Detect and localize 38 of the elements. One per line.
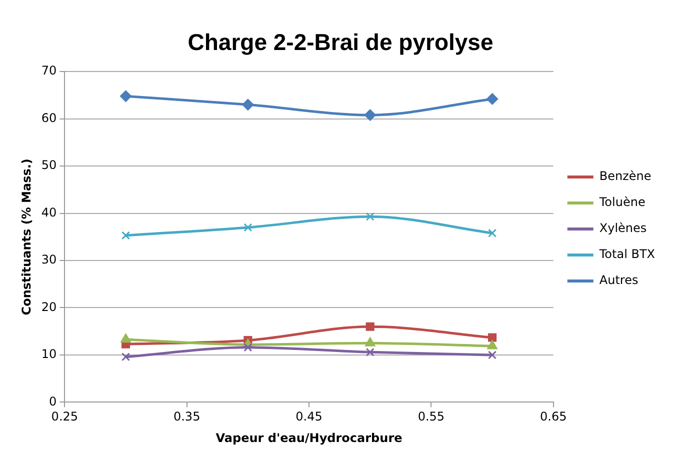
y-tick-label: 20 (41, 300, 57, 314)
y-axis-title: Constituants (% Mass.) (19, 158, 34, 316)
point (486, 93, 498, 105)
point (244, 343, 252, 352)
point (364, 109, 376, 121)
x-tick-label: 0.45 (296, 410, 322, 424)
x-tick-label: 0.25 (51, 410, 78, 424)
point (366, 212, 374, 221)
point (120, 334, 131, 343)
y-tick-label: 60 (41, 110, 57, 125)
legend-label: Total BTX (598, 247, 655, 262)
point (488, 333, 497, 342)
point (487, 340, 498, 350)
legend-label: Toluène (598, 195, 646, 210)
point (121, 352, 130, 362)
legend-label: Xylènes (599, 221, 647, 236)
y-tick-label: 10 (41, 347, 57, 362)
x-tick-label: 0.35 (173, 410, 200, 424)
legend-label: Autres (599, 273, 638, 288)
point (366, 322, 374, 331)
point (121, 231, 130, 240)
y-tick-label: 30 (41, 252, 57, 267)
y-tick-label: 50 (41, 158, 57, 172)
point (488, 228, 497, 238)
x-axis-title: Vapeur d'eau/Hydrocarbure (216, 430, 402, 445)
point (244, 223, 252, 232)
y-tick-label: 40 (41, 205, 57, 220)
point (120, 90, 132, 102)
y-tick-label: 70 (41, 64, 57, 78)
x-tick-label: 0.65 (540, 410, 567, 424)
point (365, 337, 376, 346)
legend-label: Benzène (599, 169, 652, 184)
point (488, 350, 497, 360)
x-tick-label: 0.55 (418, 410, 445, 424)
point (242, 98, 254, 110)
point (366, 348, 374, 356)
y-tick-label: 0 (49, 394, 57, 408)
chart-title: Charge 2-2-Brai de pyrolyse (188, 29, 494, 56)
